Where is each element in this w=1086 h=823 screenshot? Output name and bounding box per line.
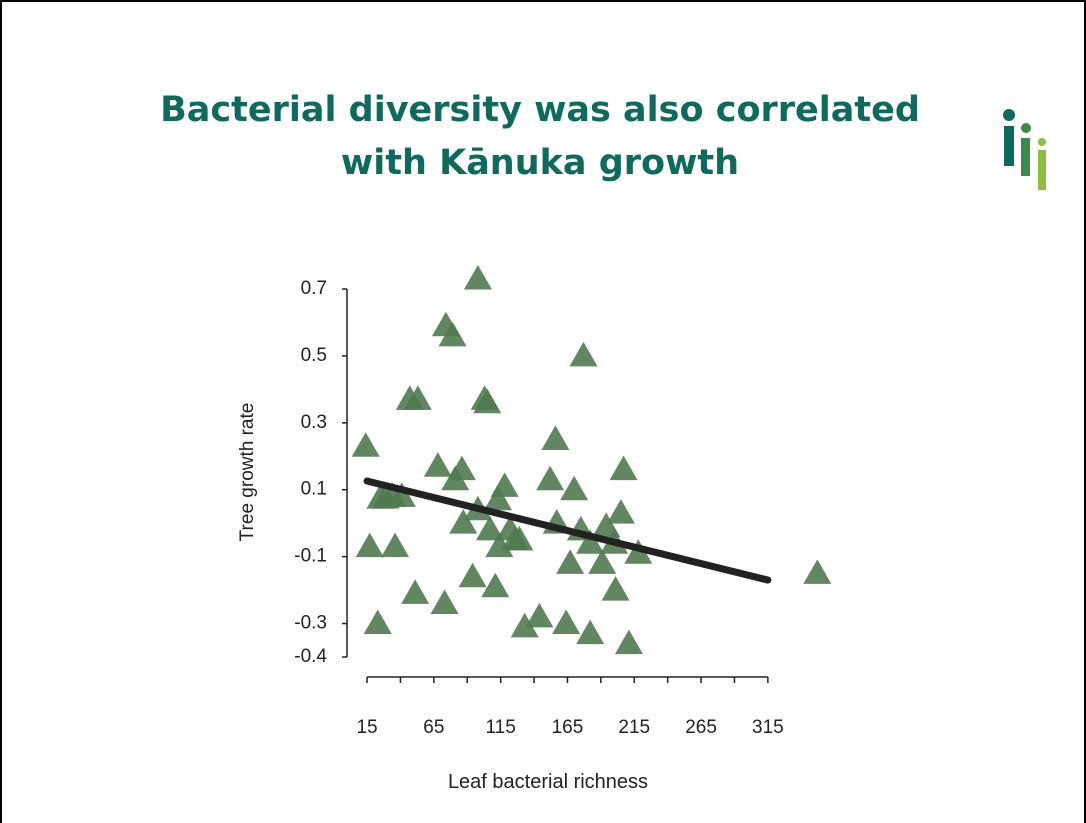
point [475,515,504,541]
point [401,579,430,604]
point [505,525,534,551]
y-tick-label: 0.3 [301,412,327,433]
y-tick-label: -0.1 [294,546,327,567]
x-tick-label: 165 [552,717,584,738]
point [556,549,585,574]
point [351,432,380,457]
point [541,425,570,451]
y-tick-label: 0.1 [301,479,327,500]
x-tick-label: 265 [685,717,717,738]
point [536,465,565,491]
point [403,385,432,410]
point [569,341,598,367]
point [463,264,492,290]
logo [1003,109,1046,190]
x-tick-label: 65 [423,717,444,738]
point [381,532,410,558]
y-tick-label: -0.3 [294,613,327,634]
x-tick-label: 15 [356,717,377,738]
point [576,529,605,554]
point [609,455,638,481]
title-line: Bacterial diversity was also correlated [160,90,920,130]
point [525,602,554,628]
point [606,499,635,524]
point [560,475,589,501]
y-tick-label: 0.5 [301,345,327,366]
point [483,485,512,511]
x-tick-label: 215 [618,717,650,738]
point [355,532,384,558]
point [614,629,643,655]
y-axis-label: Tree growth rate [237,403,258,542]
point [449,509,478,534]
point [387,482,416,507]
point [438,321,467,347]
point [510,612,539,638]
x-axis-label: Leaf bacterial richness [448,771,648,793]
point [430,589,459,614]
x-tick-label: 315 [752,717,784,738]
point [458,562,487,588]
point [552,609,581,635]
y-tick-label: -0.4 [294,646,327,667]
point [803,559,832,584]
point [576,619,605,645]
point [601,576,630,601]
point [485,532,514,558]
trend-line [363,477,772,584]
point [363,609,392,635]
point [481,572,510,598]
title-line: with Kānuka growth [341,143,739,183]
point [592,512,621,538]
point [423,452,452,477]
x-tick-label: 115 [486,717,516,738]
y-tick-label: 0.7 [301,278,327,299]
point [447,455,476,481]
point [588,549,617,574]
point [473,388,502,414]
